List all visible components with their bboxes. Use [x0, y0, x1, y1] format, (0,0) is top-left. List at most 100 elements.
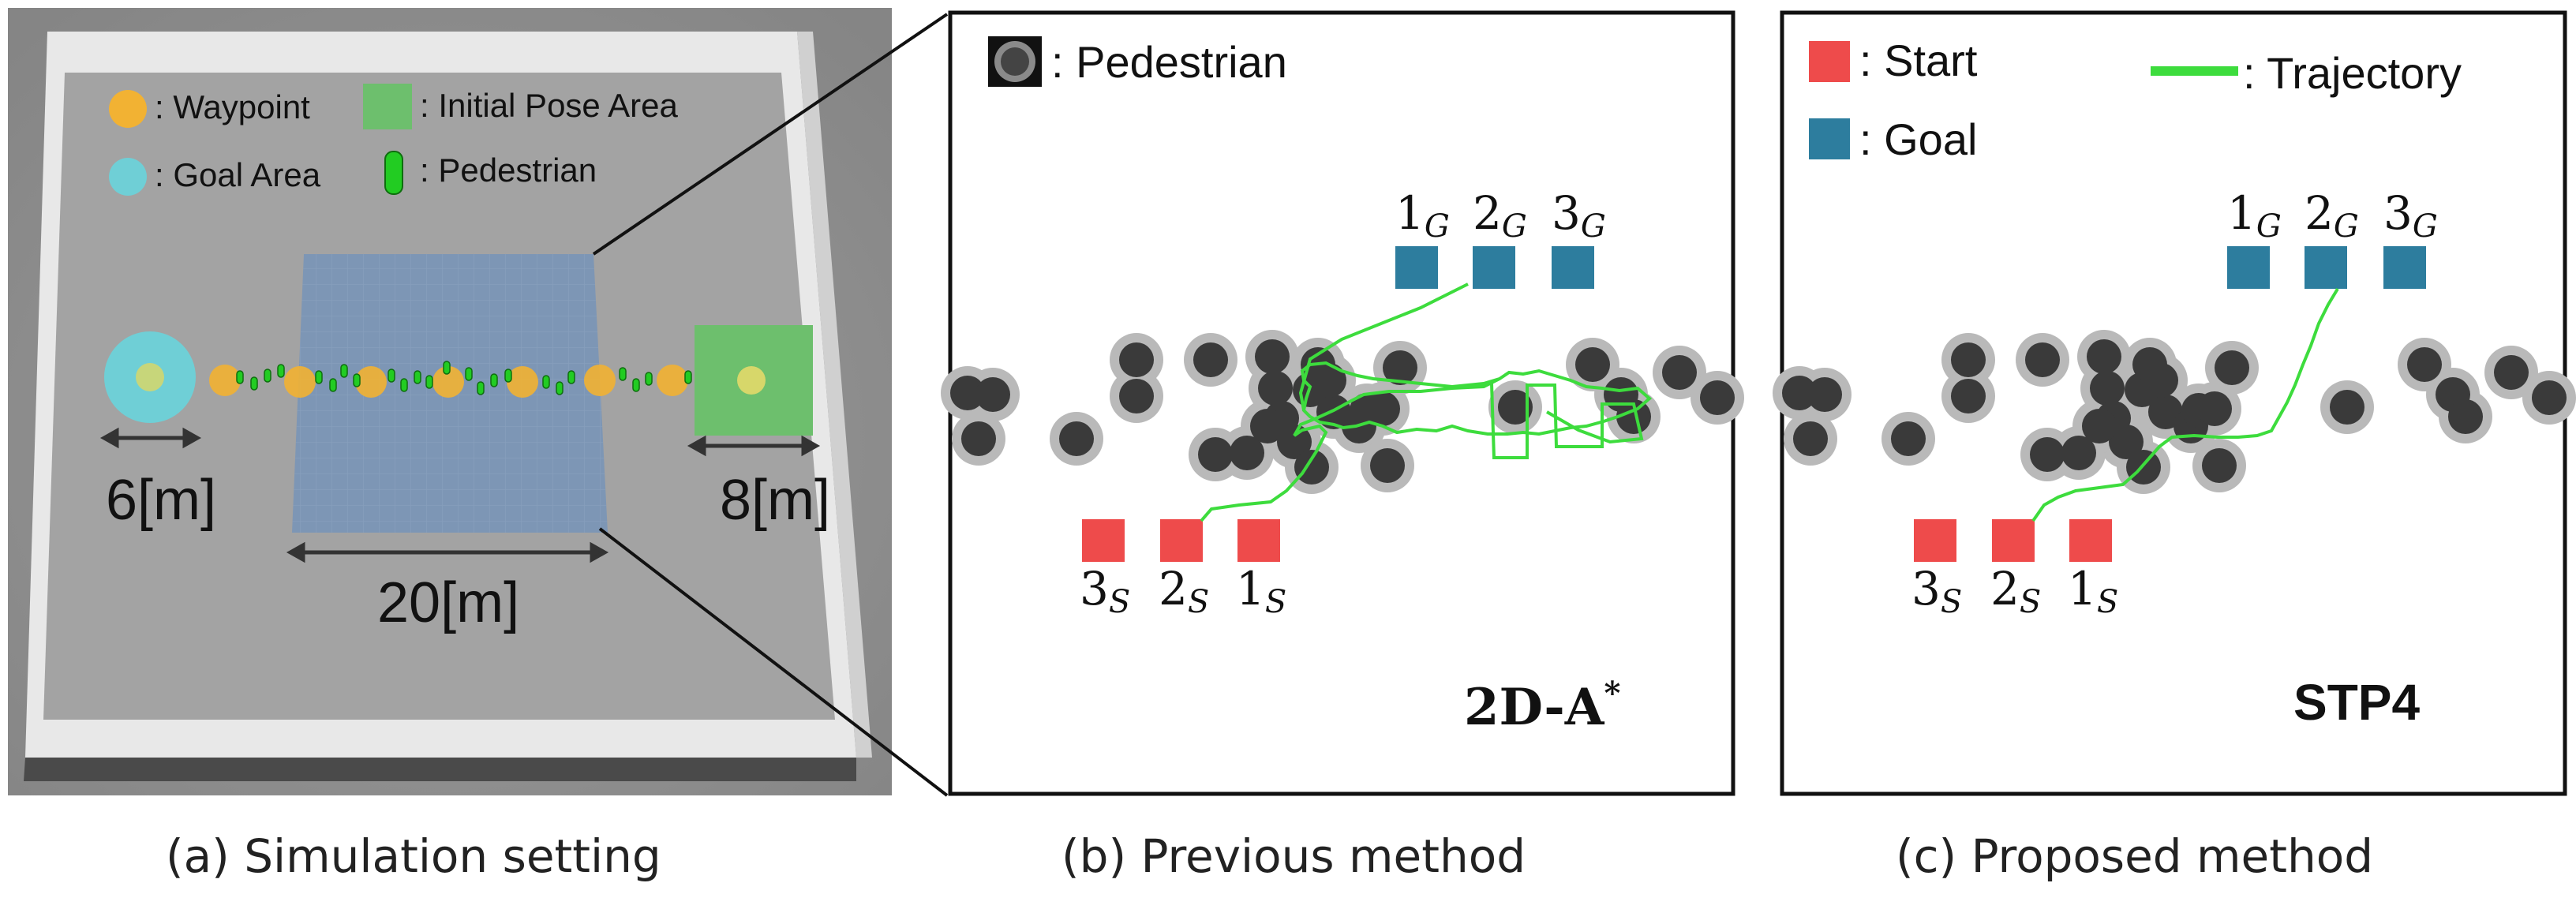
caption-a: (a) Simulation setting [166, 829, 661, 883]
svg-text:1G: 1G [1395, 186, 1450, 245]
trajectory-b-segment-goal [1298, 282, 1469, 411]
b-pedestrian [1059, 421, 1094, 456]
trajectory-c [2031, 287, 2339, 522]
b-pedestrian [1277, 425, 1312, 459]
goal-1-b [1395, 246, 1438, 289]
c-pedestrian [2090, 371, 2125, 406]
caption-b: (b) Previous method [1061, 829, 1526, 883]
c-pedestrian [2087, 339, 2121, 374]
goal-2-num-b: 2 [1473, 186, 1502, 240]
start-3-sub-b: S [1109, 584, 1130, 620]
start-2-sub-c: S [2020, 584, 2041, 620]
c-pedestrian [1793, 421, 1828, 456]
svg-text:3G: 3G [1552, 186, 1606, 245]
legend-pedestrian-label-b: : Pedestrian [1051, 37, 1287, 87]
legend-initial-pose-label: : Initial Pose Area [420, 87, 678, 124]
start-3-c [1914, 519, 1956, 562]
method-label-c: STP4 [2293, 674, 2420, 731]
b-pedestrian [1662, 355, 1697, 390]
dim-center-label: 20[m] [377, 571, 519, 634]
b-pedestrian [950, 376, 985, 410]
goal-1-num-c: 1 [2227, 186, 2256, 240]
dim-left-label: 6[m] [106, 469, 216, 532]
goal-3-sub-b: G [1581, 208, 1606, 245]
goal-labels-b: 1G 2G 3G [1395, 186, 1606, 245]
start-2-c [1992, 519, 2035, 562]
start-1-num-c: 1 [2068, 562, 2097, 616]
legend-trajectory-label: : Trajectory [2243, 48, 2462, 98]
b-pedestrian [1250, 409, 1285, 443]
caption-c: (c) Proposed method [1896, 829, 2373, 883]
start-2-num-c: 2 [1990, 562, 2020, 616]
c-pedestrian [2215, 350, 2249, 385]
start-1-sub-c: S [2097, 584, 2118, 620]
goal-3-sub-c: G [2413, 208, 2438, 245]
pedestrian-cluster-c [1773, 330, 2576, 494]
b-pedestrian [975, 377, 1010, 412]
start-1-b [1237, 519, 1280, 562]
start-labels-b: 3S 2S 1S [1080, 562, 1286, 620]
start-1-sub-b: S [1265, 584, 1286, 620]
zoom-line-bottom [598, 527, 949, 797]
legend-start-icon [1809, 41, 1850, 82]
goal-2-b [1473, 246, 1515, 289]
b-pedestrian [1700, 380, 1735, 415]
legend-waypoint-label: : Waypoint [155, 88, 310, 125]
svg-text:1G: 1G [2227, 186, 2282, 245]
method-label-b-main: 2D-A [1464, 678, 1605, 737]
svg-text:2G: 2G [1473, 186, 1527, 245]
goal-area-waypoint [136, 363, 164, 391]
goal-3-b [1552, 246, 1594, 289]
b-pedestrian [1575, 347, 1610, 382]
svg-text:2S: 2S [1159, 562, 1209, 620]
method-label-b: 2D-A* [1464, 675, 1620, 737]
c-pedestrian [2082, 409, 2117, 443]
c-pedestrian [2030, 437, 2065, 472]
legend-goal-area-label: : Goal Area [155, 156, 321, 193]
method-label-b-sup: * [1604, 675, 1620, 712]
dim-right-label: 8[m] [720, 469, 830, 532]
b-pedestrian [1383, 350, 1417, 385]
c-pedestrian [2025, 342, 2060, 377]
c-pedestrian [1782, 376, 1817, 410]
svg-text:3S: 3S [1080, 562, 1130, 620]
c-pedestrian [2148, 395, 2183, 429]
b-pedestrian [1616, 399, 1651, 434]
previous-method-panel: : Pedestrian 1G 2G 3G 3S 2S 1S 2D-A* [941, 10, 1744, 796]
legend-goal-label: : Goal [1859, 114, 1977, 164]
c-pedestrian [2126, 450, 2161, 485]
goal-2-c [2305, 246, 2347, 289]
initial-pose-waypoint [737, 366, 766, 395]
start-1-num-b: 1 [1236, 562, 1265, 616]
goal-labels-c: 1G 2G 3G [2227, 186, 2438, 245]
goal-1-num-b: 1 [1395, 186, 1425, 240]
b-pedestrian [1370, 448, 1405, 483]
b-pedestrian [1198, 437, 1233, 472]
goal-2-num-c: 2 [2305, 186, 2334, 240]
c-pedestrian [2109, 425, 2144, 459]
start-3-num-c: 3 [1911, 562, 1941, 616]
c-pedestrian [1891, 421, 1926, 456]
legend-goal-icon [1809, 118, 1850, 159]
trajectory-b-segment-box [1490, 383, 1644, 459]
waypoints [209, 365, 688, 398]
c-pedestrian [2494, 355, 2529, 390]
start-3-sub-c: S [1941, 584, 1962, 620]
goal-2-sub-c: G [2334, 208, 2359, 245]
b-pedestrian [1498, 390, 1533, 425]
zoom-line-top [592, 13, 949, 256]
svg-text:2G: 2G [2305, 186, 2359, 245]
start-2-sub-b: S [1188, 584, 1209, 620]
b-pedestrian [1230, 436, 1264, 470]
legend-start-label: : Start [1859, 36, 1978, 85]
trajectory-b [1200, 361, 1653, 522]
b-pedestrian [1258, 371, 1293, 406]
goal-3-num-b: 3 [1552, 186, 1581, 240]
svg-text:1S: 1S [1236, 562, 1286, 620]
legend-waypoint-icon [109, 90, 147, 128]
proposed-method-panel: : Start : Goal : Trajectory 1G 2G 3G 3S … [1773, 10, 2576, 796]
c-pedestrian [1951, 379, 1986, 413]
c-pedestrian [1807, 377, 1842, 412]
b-pedestrian [1294, 450, 1329, 485]
svg-text:3G: 3G [2383, 186, 2438, 245]
